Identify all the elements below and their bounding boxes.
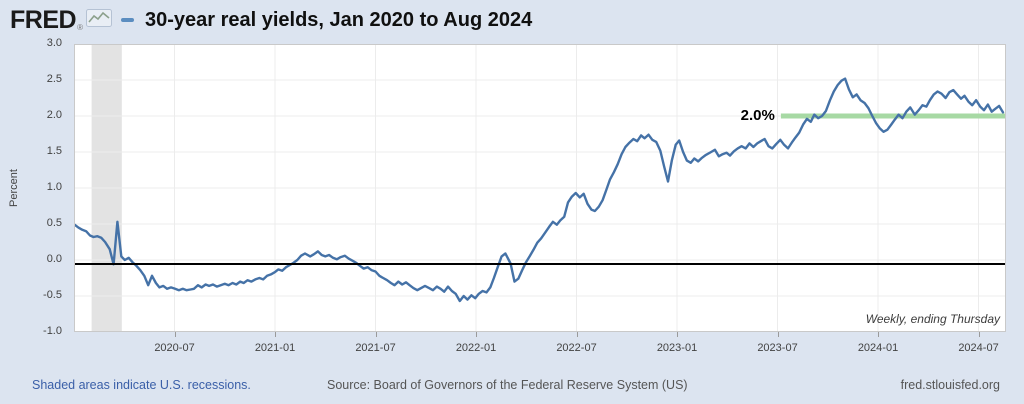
annotation-2pct-label: 2.0% [740,107,775,124]
series-legend-dash-icon [120,18,134,22]
fred-logo-text: FRED [10,5,77,34]
y-axis-label: -0.5 [43,289,62,301]
y-axis-label: 2.5 [46,73,62,85]
x-axis-label: 2023-07 [757,342,798,354]
x-tick-mark [677,332,678,337]
x-tick-mark [878,332,879,337]
x-axis-label: 2021-01 [254,342,296,354]
y-axis-label: 1.5 [46,145,62,157]
plot-border [74,44,1006,332]
x-tick-mark [576,332,578,337]
x-axis-label: 2021-07 [355,342,396,354]
x-axis-label: 2022-01 [455,342,497,354]
x-tick-mark [174,332,176,337]
x-axis-label: 2020-07 [154,342,195,354]
y-axis-label: 1.0 [46,181,62,193]
fred-logo-chart-icon [85,8,112,32]
frequency-note: Weekly, ending Thursday [865,312,1000,326]
x-tick-mark [476,332,477,337]
x-tick-mark [275,332,276,337]
source-text: Source: Board of Governors of the Federa… [327,378,688,392]
plot-area[interactable] [74,44,1006,332]
chart-canvas [74,44,1006,332]
chart-title: 30-year real yields, Jan 2020 to Aug 202… [144,9,533,31]
x-tick-mark [978,332,980,337]
recession-note-link[interactable]: Shaded areas indicate U.S. recessions. [32,378,251,392]
y-axis-label: 3.0 [46,37,62,49]
header: FRED ® 30-year real yields, Jan 2020 to … [10,4,532,36]
data-line [74,77,1005,303]
y-axis-label: 0.0 [46,253,62,265]
fred-logo-registered-mark: ® [77,22,83,32]
y-axis-label: 0.5 [46,217,62,229]
x-axis-label: 2022-07 [556,342,597,354]
x-tick-mark [375,332,377,337]
x-tick-mark [777,332,779,337]
y-axis-label: -1.0 [43,325,62,337]
x-axis-label: 2023-01 [656,342,698,354]
site-link[interactable]: fred.stlouisfed.org [900,378,1000,392]
x-axis-label: 2024-01 [857,342,899,354]
y-axis-label: 2.0 [46,109,62,121]
y-axis-title: Percent [8,169,20,207]
footer: Shaded areas indicate U.S. recessions. S… [0,378,1024,398]
x-axis-label: 2024-07 [958,342,999,354]
fred-logo[interactable]: FRED ® [10,6,112,35]
